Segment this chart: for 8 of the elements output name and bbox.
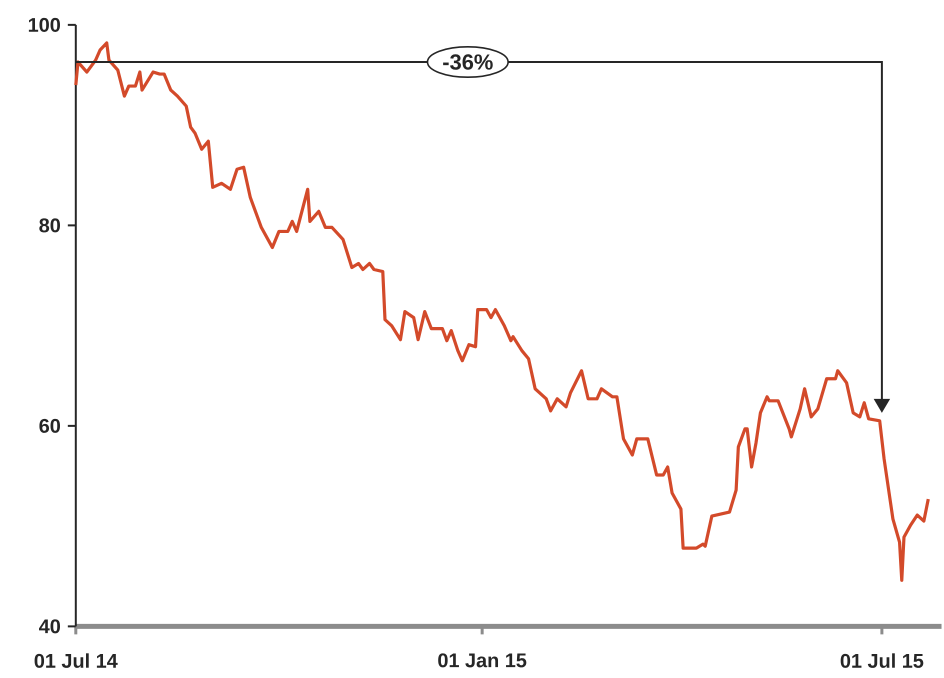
y-tick-label: 40 [39,619,60,634]
y-tick-label: 100 [28,18,60,32]
x-tick-label: 01 Jul 15 [840,653,924,668]
annotation: -36% [443,54,493,70]
x-tick-label: 01 Jul 14 [34,653,118,668]
y-tick-label: 80 [39,218,60,232]
y-tick-label: 60 [39,418,60,433]
x-tick-label: 01 Jan 15 [438,653,526,668]
